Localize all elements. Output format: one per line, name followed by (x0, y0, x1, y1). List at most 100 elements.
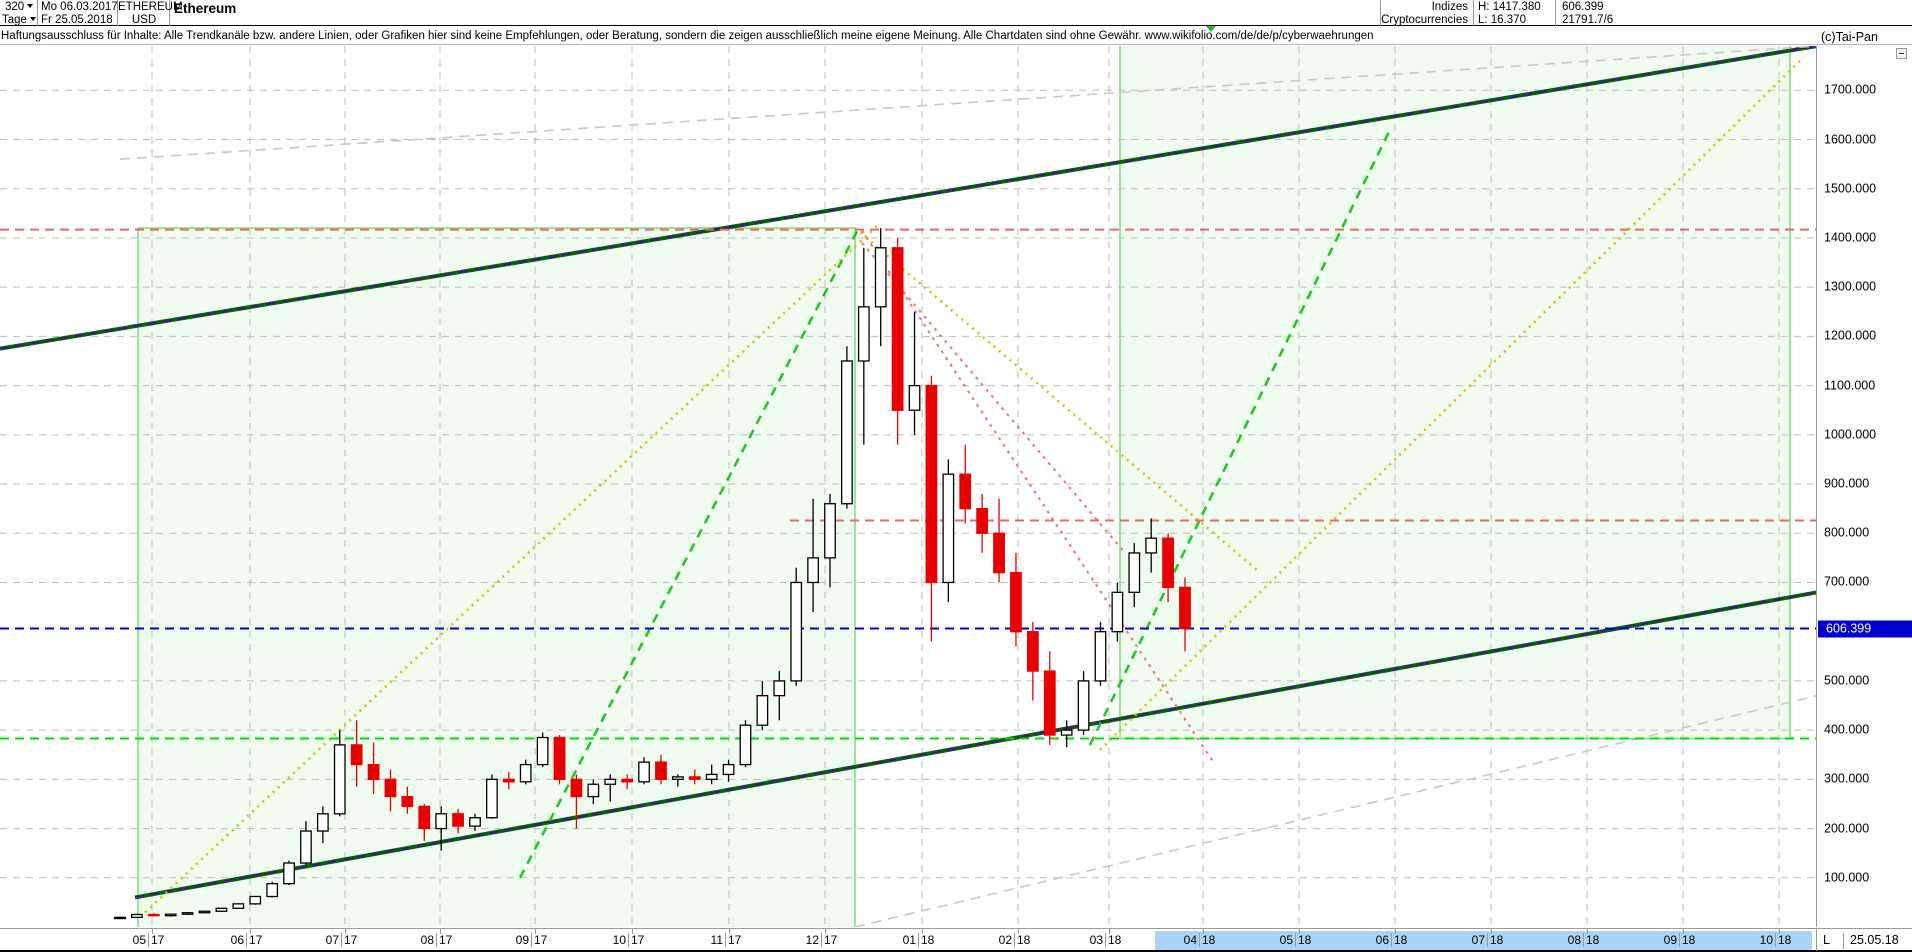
bars-count-combo[interactable]: 320 (5, 1, 34, 13)
category-line-2: Cryptocurrencies (1381, 14, 1468, 26)
channel-fill-left (138, 228, 855, 927)
time-tick: 10 17 (588, 933, 644, 947)
candle (418, 803, 431, 841)
time-range-selection[interactable] (1155, 931, 1812, 950)
time-tick-separator (1203, 929, 1204, 934)
candle-body (401, 795, 414, 808)
current-price-badge: 606.399 (1818, 620, 1912, 638)
candle-body (249, 895, 262, 905)
candle-body (384, 778, 397, 798)
time-tick-separator (1299, 929, 1300, 934)
time-tick: 07 17 (301, 933, 357, 947)
candle-body (131, 913, 143, 919)
time-axis-track[interactable]: 05 17 06 17 07 17 08 17 09 17 10 17 11 17 12 17 01 18 02 18… (0, 929, 1817, 951)
time-tick-year: 18 (918, 933, 934, 947)
price-tick: 1400.000 (1824, 230, 1877, 245)
candle (164, 913, 177, 917)
symbol-cell[interactable] (118, 0, 170, 26)
price-tick: 800.000 (1824, 525, 1870, 540)
candle (502, 771, 515, 790)
candle (131, 913, 143, 919)
time-tick-year: 17 (628, 933, 644, 947)
candle-body (1094, 631, 1107, 682)
candle-body (333, 744, 346, 815)
chevron-down-icon[interactable] (27, 4, 34, 9)
category-line-1: Indizes (1431, 1, 1468, 13)
price-tick: 500.000 (1824, 673, 1870, 688)
time-tick: 09 17 (491, 933, 547, 947)
bars-count-cell[interactable] (0, 0, 38, 26)
last-date-label: 25.05.18 (1843, 933, 1899, 949)
axis-collapse-button[interactable] (1896, 48, 1907, 59)
candle (536, 732, 549, 768)
candle (114, 916, 126, 920)
candle-body (739, 724, 752, 766)
time-tick-year: 18 (1583, 933, 1599, 947)
candle-body (452, 813, 464, 827)
trendline-lower-green (134, 590, 1816, 900)
candle-body (790, 581, 803, 682)
time-tick-separator (1109, 929, 1110, 934)
candle-body (232, 903, 245, 909)
toolbar-divider-3 (1555, 0, 1556, 26)
candle (841, 346, 853, 509)
candle-body (908, 384, 921, 411)
time-tick: 11 17 (685, 933, 741, 947)
candle (942, 459, 955, 603)
candle (316, 806, 329, 844)
time-tick-month: 10 (1759, 933, 1773, 947)
candle (1026, 621, 1039, 701)
time-tick: 07 18 (1447, 933, 1503, 947)
candle (739, 720, 752, 768)
candle-body (993, 532, 1005, 574)
candle (519, 759, 532, 785)
time-tick-month: 03 (1089, 933, 1103, 947)
price-tick: 1300.000 (1824, 279, 1877, 294)
candle-body (418, 805, 431, 830)
time-tick-separator (1587, 929, 1588, 934)
interval-combo[interactable]: Tage (2, 14, 36, 26)
candle-body (181, 912, 194, 915)
price-axis[interactable]: (c)Tai-Pan 1700.000 1600.000 1500.000 1400.… (1818, 30, 1912, 927)
time-tick-month: 09 (515, 933, 529, 947)
candle (553, 735, 566, 785)
time-tick-separator (922, 929, 923, 934)
candle-body (857, 306, 870, 362)
candle-body (604, 778, 617, 785)
candle-body (891, 247, 904, 411)
date-range-cell[interactable] (38, 0, 118, 26)
time-tick-month: 05 (132, 933, 146, 947)
date-from-label: Mo 06.03.2017 (41, 1, 118, 13)
candle-body (807, 557, 819, 584)
candle (1128, 543, 1141, 608)
date-to-label: Fr 25.05.2018 (41, 14, 113, 26)
time-tick-month: 06 (1375, 933, 1389, 947)
instrument-title: Ethereum (174, 1, 237, 16)
horizontal-markers-group (0, 228, 1816, 740)
time-tick-separator (440, 929, 441, 934)
candle-body (621, 778, 634, 783)
candlestick-series (114, 228, 1191, 920)
candle (671, 774, 684, 787)
candle-body (536, 736, 549, 766)
time-tick-year: 17 (531, 933, 547, 947)
time-axis[interactable]: 05 17 06 17 07 17 08 17 09 17 10 17 11 17 12 17 01 18 02 18… (0, 928, 1912, 952)
price-tick: 1700.000 (1824, 82, 1877, 97)
candle (570, 774, 583, 829)
time-tick: 01 18 (878, 933, 934, 947)
trendline-grey-upper (119, 46, 1816, 160)
candle (384, 769, 397, 812)
candle (621, 774, 634, 790)
time-tick-separator (1683, 929, 1684, 934)
candle (891, 237, 904, 445)
time-tick: 10 18 (1735, 933, 1791, 947)
candle (350, 720, 363, 787)
price-plot[interactable] (0, 46, 1817, 927)
chevron-down-icon[interactable] (29, 17, 36, 22)
price-tick: 1600.000 (1824, 132, 1877, 146)
time-tick-separator (825, 929, 826, 934)
candle-body (722, 763, 735, 776)
candle-body (435, 813, 448, 830)
trendline-red-dot-1 (861, 229, 1216, 766)
time-tick: 09 18 (1639, 933, 1695, 947)
